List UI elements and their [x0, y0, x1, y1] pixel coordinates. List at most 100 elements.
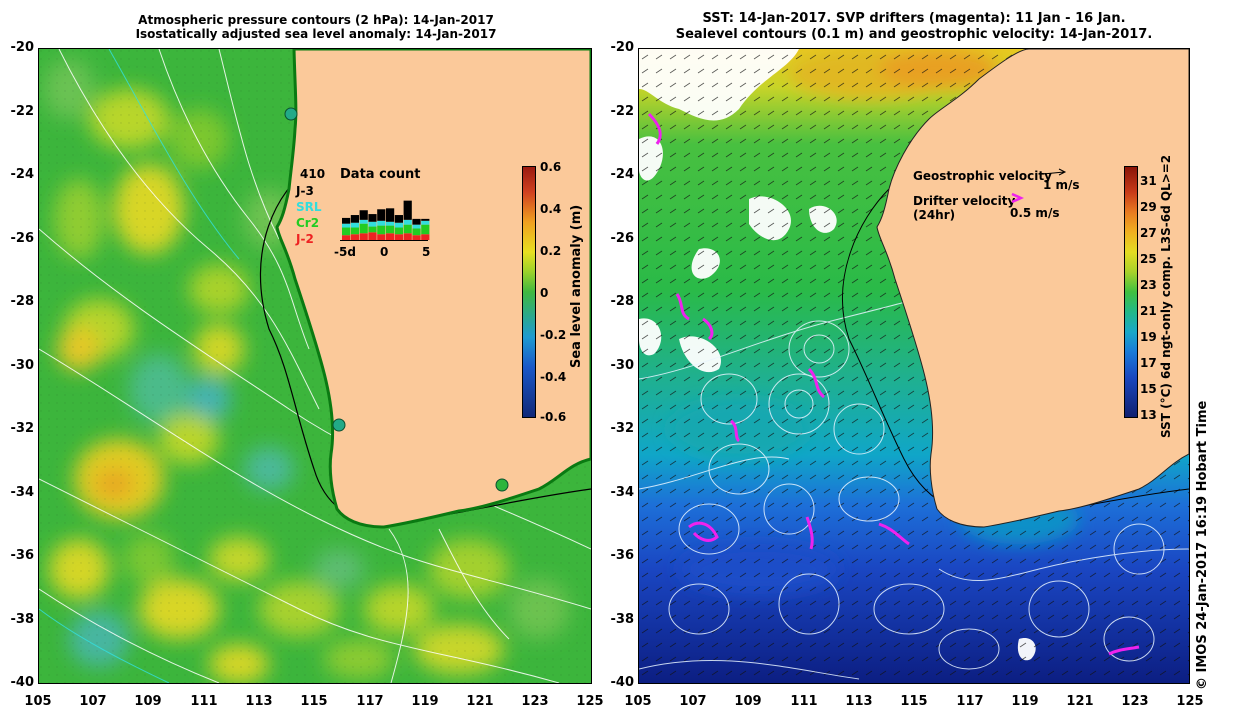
data-count-bar-j3: [412, 218, 421, 225]
geostrophic-velocity-scale: 1 m/s: [1043, 178, 1080, 192]
data-count-bar-j3: [421, 218, 430, 221]
data-count-number: 410: [300, 167, 326, 181]
data-count-bar-cr2: [403, 224, 412, 234]
right-map-sst: [638, 48, 1190, 684]
lon-tick: 117: [356, 694, 384, 709]
inset-xtick: 5: [422, 245, 431, 259]
inset-xtick: -5d: [334, 245, 356, 259]
left-title-line2: Isostatically adjusted sea level anomaly…: [135, 27, 497, 41]
sst-colorbar-tick: 27: [1140, 226, 1157, 240]
lat-tick: -34: [10, 485, 35, 500]
australia-land: [275, 49, 591, 529]
data-count-bar-cr2: [394, 227, 403, 235]
lon-tick: 121: [466, 694, 494, 709]
sst-colorbar-tick: 13: [1140, 408, 1157, 422]
data-count-bar-j3: [377, 209, 386, 221]
sst-colorbar-tick: 17: [1140, 356, 1157, 370]
sst-colorbar-tick: 25: [1140, 252, 1157, 266]
lon-tick: 121: [1066, 694, 1094, 709]
data-count-bar-cr2: [412, 228, 421, 236]
data-count-bar-j3: [342, 217, 351, 224]
data-count-bar-srl: [412, 224, 421, 229]
lon-tick: 123: [521, 694, 549, 709]
lat-tick: -32: [610, 421, 635, 436]
right-map-svg: [639, 49, 1189, 683]
lon-tick: 123: [1121, 694, 1149, 709]
lon-tick: 117: [956, 694, 984, 709]
lat-tick: -36: [610, 548, 635, 563]
data-count-bar-j2: [350, 234, 359, 240]
lat-tick: -30: [610, 358, 635, 373]
right-title-line1: SST: 14-Jan-2017. SVP drifters (magenta)…: [702, 11, 1126, 26]
data-count-bar-srl: [394, 222, 403, 228]
lat-tick: -40: [610, 675, 635, 690]
mission-j2: J-2: [296, 232, 314, 246]
data-count-title: Data count: [340, 167, 421, 182]
lon-tick: 125: [1176, 694, 1204, 709]
data-count-bar-j2: [359, 233, 368, 240]
tide-gauge-marker: [332, 418, 346, 432]
data-count-bar-srl: [403, 219, 412, 225]
mission-cr2: Cr2: [296, 216, 320, 230]
data-count-bar-j2: [394, 234, 403, 240]
data-count-bar-j3: [386, 208, 395, 222]
lon-tick: 109: [734, 694, 762, 709]
sst-colorbar-tick: 31: [1140, 174, 1157, 188]
lat-tick: -26: [610, 231, 635, 246]
data-count-bar-srl: [386, 221, 395, 226]
tide-gauge-marker: [284, 107, 298, 121]
lon-tick: 109: [134, 694, 162, 709]
drifter-velocity-arrow: [1011, 192, 1024, 204]
lon-tick: 107: [679, 694, 707, 709]
sst-colorbar-tick: 23: [1140, 278, 1157, 292]
data-count-bar-srl: [359, 219, 368, 224]
lon-tick: 113: [245, 694, 273, 709]
lon-tick: 107: [79, 694, 107, 709]
lat-tick: -30: [10, 358, 35, 373]
data-count-inset: 410 Data count J-3 SRL Cr2 J-2 -5d 0 5: [296, 162, 436, 262]
data-count-bar-j3: [350, 215, 359, 223]
colorbar-tick: -0.2: [540, 328, 567, 342]
data-count-bar-cr2: [350, 227, 359, 235]
tide-gauge-marker: [495, 478, 509, 492]
drifter-velocity-scale: 0.5 m/s: [1010, 206, 1060, 220]
data-count-bar-j2: [403, 233, 412, 240]
left-title-line1: Atmospheric pressure contours (2 hPa): 1…: [138, 13, 494, 27]
lat-tick: -28: [10, 294, 35, 309]
lat-tick: -34: [610, 485, 635, 500]
data-count-bar-j3: [368, 214, 377, 222]
data-count-bar-j3: [394, 215, 403, 223]
lat-tick: -20: [610, 40, 635, 55]
geostrophic-velocity-arrow: [1042, 168, 1067, 176]
colorbar-tick: 0.2: [540, 244, 562, 258]
lat-tick: -36: [10, 548, 35, 563]
data-count-bar-srl: [342, 223, 351, 228]
data-count-bars: [340, 200, 430, 241]
drifter-velocity-period: (24hr): [913, 208, 956, 222]
data-count-bar-cr2: [377, 225, 386, 235]
geostrophic-velocity-label: Geostrophic velocity: [913, 169, 1052, 183]
svp-drifter-tracks: [647, 112, 1140, 656]
data-count-bar-srl: [421, 220, 430, 225]
drifter-velocity-label: Drifter velocity: [913, 194, 1016, 208]
data-count-bar-j2: [412, 235, 421, 240]
data-count-bar-j2: [386, 233, 395, 240]
mission-j3: J-3: [296, 184, 314, 198]
left-map-svg: [39, 49, 591, 683]
lon-tick: 119: [1011, 694, 1039, 709]
lon-tick: 125: [576, 694, 604, 709]
data-count-bar-j2: [368, 232, 377, 240]
sst-colorbar: [1124, 166, 1138, 418]
lat-tick: -32: [10, 421, 35, 436]
data-count-bar-srl: [350, 222, 359, 228]
pressure-contours: [39, 49, 591, 683]
data-count-bar-cr2: [368, 226, 377, 233]
sst-colorbar-tick: 19: [1140, 330, 1157, 344]
imos-credit: © IMOS 24-Jan-2017 16:19 Hobart Time: [1195, 400, 1210, 690]
mission-srl: SRL: [296, 200, 322, 214]
data-count-bar-j2: [377, 234, 386, 240]
right-title-line2: Sealevel contours (0.1 m) and geostrophi…: [675, 27, 1153, 42]
data-count-bar-j3: [359, 210, 368, 220]
colorbar-tick: 0: [540, 286, 549, 300]
lat-tick: -20: [10, 40, 35, 55]
